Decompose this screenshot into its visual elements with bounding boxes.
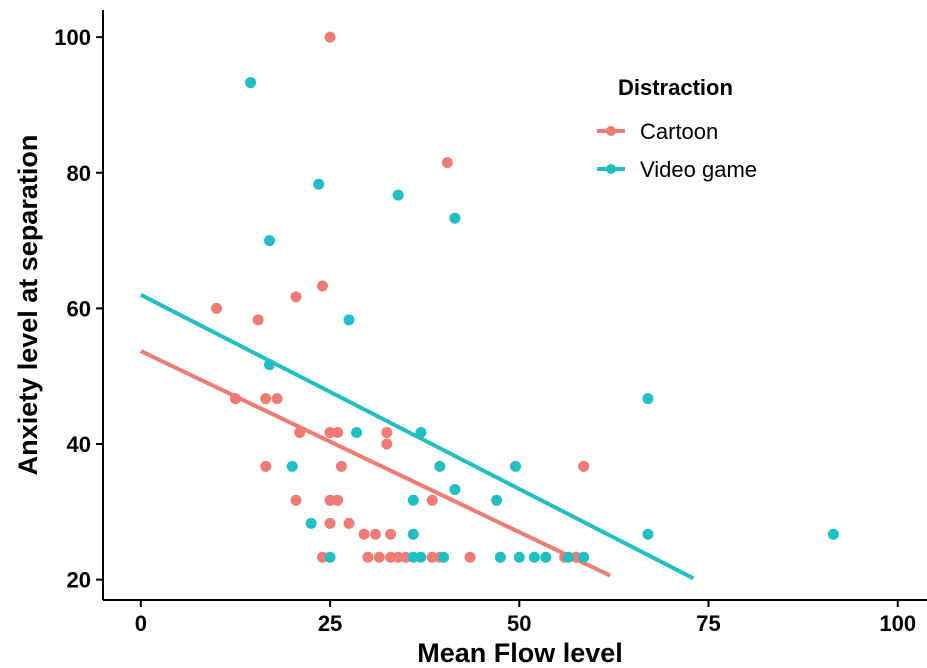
point-cartoon: [369, 528, 381, 540]
point-video-game: [305, 517, 317, 529]
point-video-game: [491, 494, 503, 506]
point-video-game: [449, 212, 461, 224]
point-cartoon: [426, 551, 438, 563]
point-video-game: [264, 359, 276, 371]
point-cartoon: [392, 551, 404, 563]
point-video-game: [578, 551, 590, 563]
point-video-game: [434, 460, 446, 472]
point-cartoon: [381, 426, 393, 438]
y-axis-title: Anxiety level at separation: [13, 135, 43, 476]
point-video-game: [642, 528, 654, 540]
point-video-game: [245, 77, 257, 89]
point-cartoon: [385, 551, 397, 563]
point-cartoon: [229, 393, 241, 405]
point-cartoon: [385, 528, 397, 540]
point-cartoon: [324, 494, 336, 506]
legend-key-point-cartoon: [606, 126, 616, 136]
point-video-game: [562, 551, 574, 563]
point-cartoon: [332, 426, 344, 438]
point-cartoon: [324, 517, 336, 529]
point-cartoon: [426, 494, 438, 506]
x-axis-title: Mean Flow level: [417, 638, 623, 668]
legend-item-cartoon: Cartoon: [597, 119, 718, 144]
y-tick-label: 80: [67, 161, 91, 186]
point-cartoon: [252, 314, 264, 326]
point-video-game: [494, 551, 506, 563]
y-tick-label: 40: [67, 432, 91, 457]
point-video-game: [286, 460, 298, 472]
point-video-game: [407, 494, 419, 506]
point-video-game: [513, 551, 525, 563]
point-cartoon: [316, 280, 328, 292]
point-cartoon: [358, 528, 370, 540]
plot-area: [102, 10, 927, 601]
point-video-game: [351, 426, 363, 438]
point-cartoon: [260, 393, 272, 405]
point-cartoon: [464, 551, 476, 563]
point-cartoon: [260, 460, 272, 472]
legend-title: Distraction: [618, 75, 733, 100]
y-tick-label: 100: [54, 25, 91, 50]
point-video-game: [343, 314, 355, 326]
point-cartoon: [324, 31, 336, 43]
point-cartoon: [335, 460, 347, 472]
x-axis-ticks: 0 25 50 75 100: [135, 600, 916, 636]
point-video-game: [642, 393, 654, 405]
trend-line-video-game: [139, 293, 695, 581]
x-tick-label: 0: [135, 611, 147, 636]
x-tick-label: 75: [696, 611, 720, 636]
point-video-game: [392, 189, 404, 201]
legend-label-cartoon: Cartoon: [640, 119, 718, 144]
point-cartoon: [211, 302, 223, 314]
point-cartoon: [290, 291, 302, 303]
point-video-game: [313, 178, 325, 190]
y-tick-label: 20: [67, 568, 91, 593]
point-cartoon: [324, 426, 336, 438]
point-cartoon: [373, 551, 385, 563]
y-tick-label: 60: [67, 296, 91, 321]
point-video-game: [438, 551, 450, 563]
point-cartoon: [294, 426, 306, 438]
point-video-game: [407, 528, 419, 540]
point-cartoon: [316, 551, 328, 563]
point-cartoon: [332, 494, 344, 506]
point-video-game: [324, 551, 336, 563]
legend-label-video-game: Video game: [640, 157, 757, 182]
point-video-game: [407, 551, 419, 563]
point-video-game: [827, 528, 839, 540]
point-video-game: [528, 551, 540, 563]
point-cartoon: [362, 551, 374, 563]
point-cartoon: [290, 494, 302, 506]
legend: Distraction Cartoon Video game: [597, 75, 757, 182]
x-tick-label: 25: [318, 611, 342, 636]
trend-line-cartoon: [139, 349, 611, 578]
point-cartoon: [578, 460, 590, 472]
y-axis-ticks: 20 40 60 80 100: [54, 25, 103, 593]
x-tick-label: 50: [507, 611, 531, 636]
point-cartoon: [343, 517, 355, 529]
point-video-game: [264, 235, 276, 247]
point-video-game: [415, 551, 427, 563]
point-video-game: [449, 483, 461, 495]
legend-key-point-video-game: [606, 164, 616, 174]
point-video-game: [510, 460, 521, 472]
point-video-game: [415, 426, 427, 438]
point-cartoon: [570, 551, 582, 563]
x-tick-label: 100: [879, 611, 916, 636]
data-points: [211, 31, 839, 563]
point-cartoon: [271, 393, 283, 405]
point-video-game: [540, 551, 552, 563]
trend-lines: [139, 293, 695, 581]
legend-item-video-game: Video game: [597, 157, 757, 182]
point-cartoon: [441, 157, 453, 169]
point-cartoon: [400, 551, 412, 563]
point-cartoon: [381, 438, 393, 450]
